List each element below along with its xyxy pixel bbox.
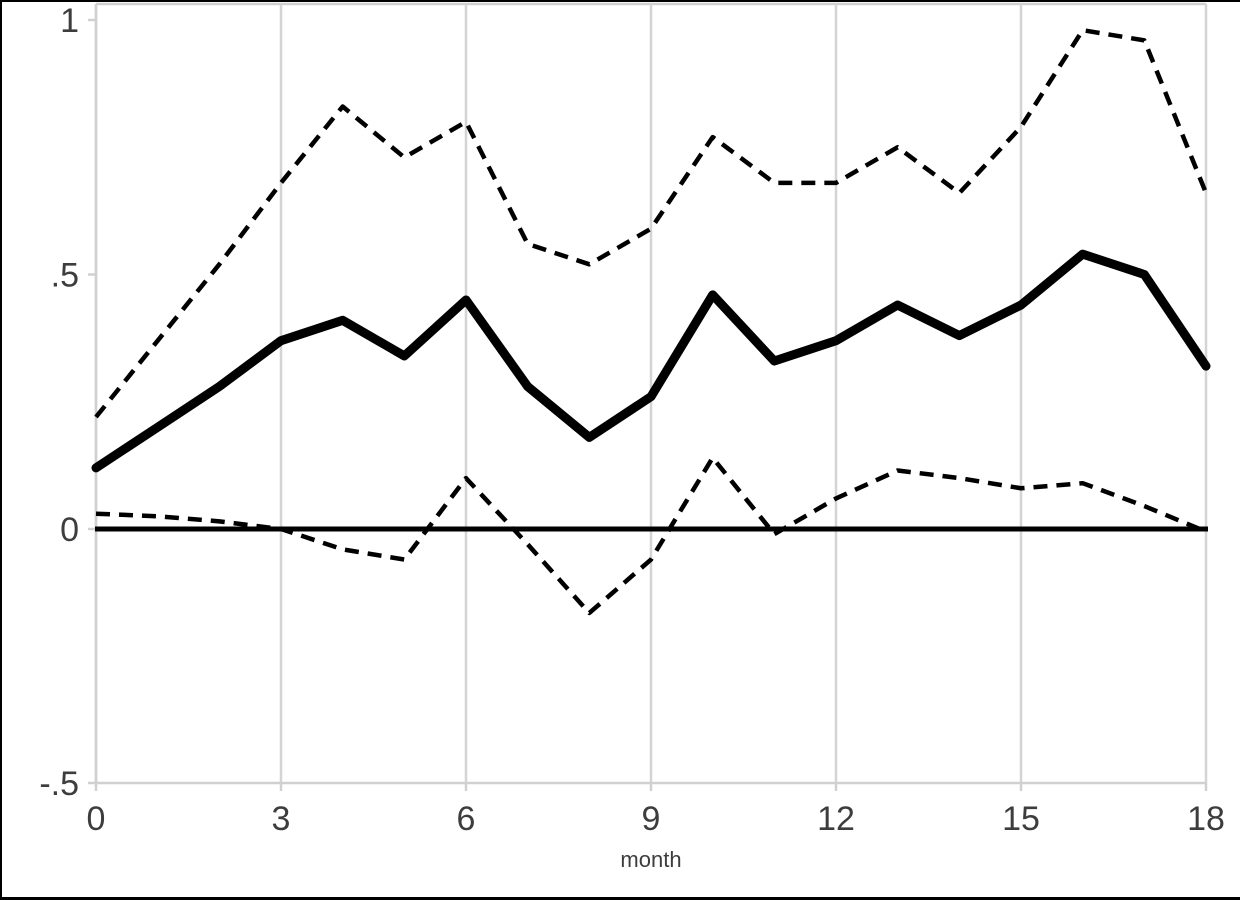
y-tick-label: -.5 (39, 765, 79, 803)
point-estimate-line (91, 249, 1211, 473)
y-tick-label: 0 (60, 511, 79, 549)
y-tick-label: .5 (51, 257, 79, 295)
lower-confidence-band-line (95, 455, 1207, 616)
data-series (91, 27, 1211, 616)
x-tick-label: 6 (457, 800, 476, 838)
x-tick-label: 9 (642, 800, 661, 838)
x-tick-label: 3 (272, 800, 291, 838)
x-tick-label: 12 (817, 800, 855, 838)
x-tick-label: 15 (1002, 800, 1040, 838)
x-tick-label: 18 (1187, 800, 1225, 838)
x-tick-label: 0 (87, 800, 106, 838)
axis-ticks (88, 18, 1208, 791)
x-axis-title: month (620, 847, 681, 872)
y-tick-label: 1 (60, 2, 79, 40)
axis-tick-labels: 1.50-.50 3 6 9 12 15 18 (39, 2, 1225, 838)
gridlines (94, 4, 1208, 783)
